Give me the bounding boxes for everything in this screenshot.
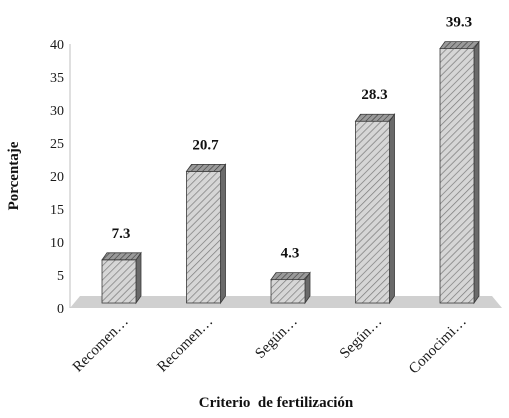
bar-side — [135, 251, 142, 305]
category-label: Recomen… — [154, 314, 216, 376]
bar-side — [473, 40, 480, 305]
data-label: 4.3 — [281, 246, 300, 262]
y-tick-label: 20 — [50, 170, 64, 185]
data-label: 20.7 — [192, 137, 219, 153]
bar-side — [220, 163, 226, 305]
category-labels: Recomen… Recomen… Según… Según… Conocimi… — [70, 314, 470, 378]
bar-top — [270, 272, 311, 281]
bar-front — [270, 279, 306, 304]
y-tick-label: 10 — [50, 236, 64, 251]
category-label: Según… — [337, 314, 385, 362]
y-tick-label: 5 — [57, 269, 64, 284]
bar-top — [101, 252, 142, 261]
x-axis-title: Criterio de fertilización — [199, 395, 354, 411]
bar-top — [439, 41, 480, 50]
bar-front — [355, 120, 390, 304]
data-label: 39.3 — [446, 15, 472, 31]
bar — [270, 271, 311, 305]
bar-front — [439, 48, 475, 304]
bar — [101, 251, 142, 305]
bar-side — [389, 112, 395, 305]
category-label: Según… — [252, 314, 300, 362]
y-tick-label: 35 — [50, 71, 64, 86]
bar-series — [101, 40, 480, 305]
bar — [439, 40, 480, 305]
bar-top — [185, 163, 227, 172]
y-tick-label: 15 — [50, 203, 64, 218]
y-axis-title: Porcentaje — [6, 141, 22, 210]
bar-front — [186, 170, 221, 304]
y-tick-label: 40 — [50, 38, 64, 53]
data-label: 28.3 — [361, 87, 387, 103]
bar-top — [354, 113, 396, 122]
bar — [185, 163, 227, 305]
y-tick-label: 30 — [50, 104, 64, 119]
y-tick-label: 25 — [50, 137, 64, 152]
bar-front — [101, 259, 137, 304]
data-labels: 7.3 20.7 4.3 28.3 39.3 — [112, 15, 473, 262]
category-label: Recomen… — [70, 314, 132, 376]
y-tick-labels: 0 5 10 15 20 25 30 35 40 — [50, 38, 64, 317]
y-tick-label: 0 — [57, 302, 64, 317]
data-label: 7.3 — [112, 226, 131, 242]
category-label: Conocimi… — [406, 314, 470, 378]
bar — [354, 112, 396, 305]
